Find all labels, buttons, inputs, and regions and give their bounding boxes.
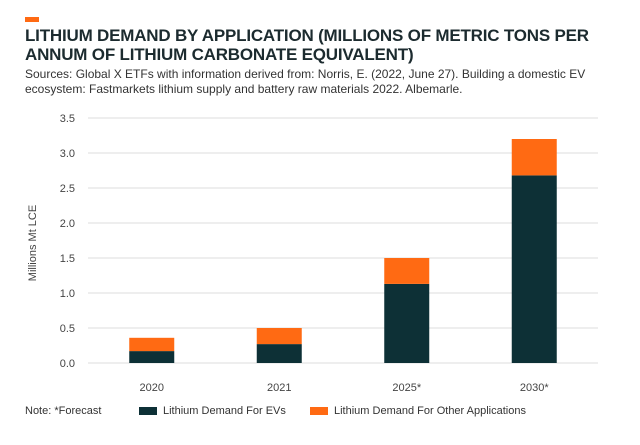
bar-other-2021 xyxy=(256,328,302,345)
bars xyxy=(129,139,557,363)
x-axis-ticks: 2020 2021 2025* 2030* xyxy=(140,382,550,394)
y-tick-label: 1.0 xyxy=(60,288,75,300)
y-tick-label: 0.0 xyxy=(60,358,75,370)
accent-bar xyxy=(25,17,39,22)
chart-title: LITHIUM DEMAND BY APPLICATION (MILLIONS … xyxy=(25,26,589,64)
legend-label-ev: Lithium Demand For EVs xyxy=(163,405,286,417)
y-tick-label: 2.5 xyxy=(60,183,75,195)
legend-swatch-ev xyxy=(139,407,157,415)
bar-other-2030 xyxy=(511,139,557,176)
legend-swatch-other xyxy=(310,407,328,415)
y-tick-label: 0.5 xyxy=(60,323,75,335)
y-axis-title: Millions Mt LCE xyxy=(27,205,39,281)
bar-other-2025 xyxy=(384,258,430,284)
forecast-note: Note: *Forecast xyxy=(25,405,101,417)
bar-ev-2030 xyxy=(511,175,557,363)
bar-ev-2021 xyxy=(256,344,302,363)
x-tick-label: 2021 xyxy=(267,382,291,394)
chart-sources: Sources: Global X ETFs with information … xyxy=(25,67,586,96)
bar-other-2020 xyxy=(129,337,175,352)
y-tick-label: 1.5 xyxy=(60,253,75,265)
y-tick-label: 3.5 xyxy=(60,113,75,125)
bar-ev-2020 xyxy=(129,351,175,363)
x-tick-label: 2025* xyxy=(392,382,421,394)
bar-ev-2025 xyxy=(384,283,430,363)
legend: Lithium Demand For EVs Lithium Demand For… xyxy=(139,405,526,417)
legend-label-other: Lithium Demand For Other Applications xyxy=(334,405,526,417)
x-tick-label: 2020 xyxy=(140,382,164,394)
y-tick-label: 2.0 xyxy=(60,218,75,230)
y-axis-ticks: 0.0 0.5 1.0 1.5 2.0 2.5 3.0 3.5 xyxy=(60,113,75,370)
y-tick-label: 3.0 xyxy=(60,148,75,160)
x-tick-label: 2030* xyxy=(520,382,549,394)
